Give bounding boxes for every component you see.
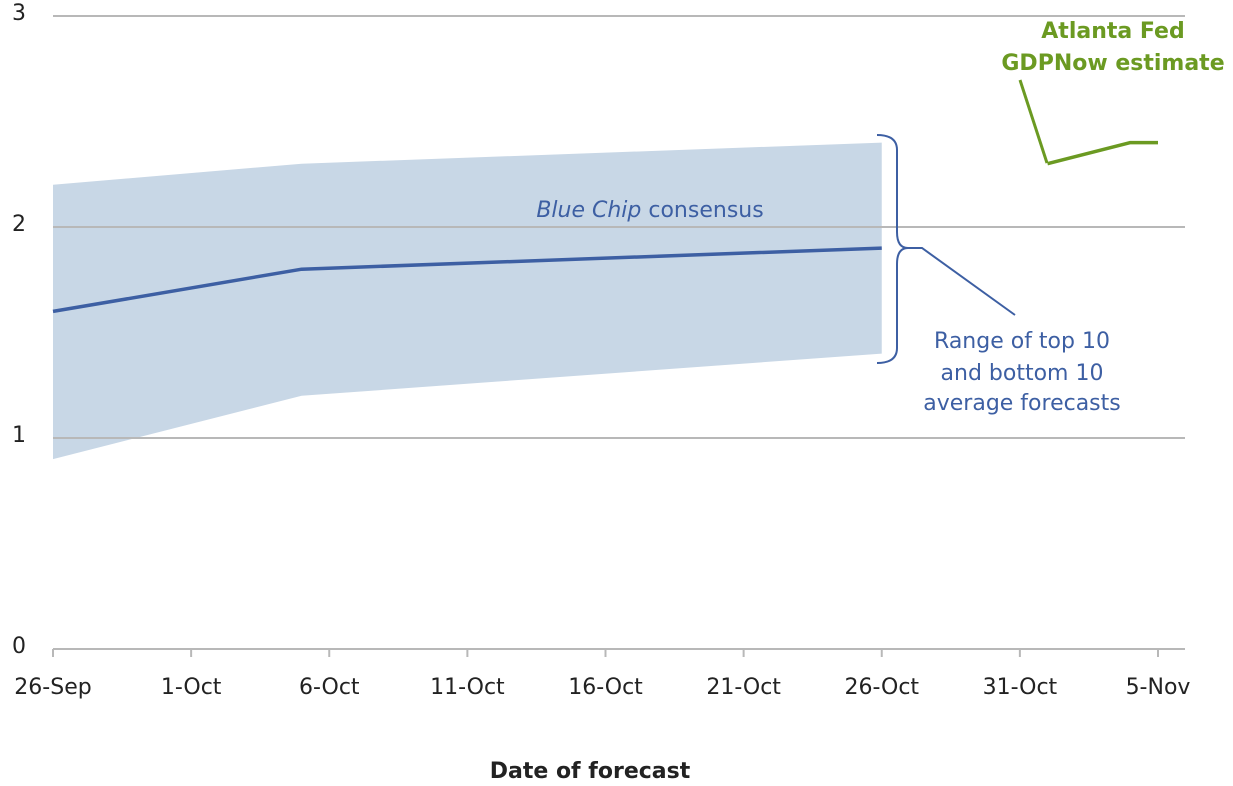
gdpnow-leader [1018,79,1049,164]
x-axis-title: Date of forecast [490,759,691,784]
y-tick-label: 3 [12,1,26,26]
x-tick-label: 6-Oct [299,675,360,700]
range-label: average forecasts [923,391,1120,416]
x-tick-label: 11-Oct [430,675,505,700]
x-tick-label: 5-Nov [1126,675,1191,700]
y-tick-label: 1 [12,423,26,448]
range-label: and bottom 10 [941,361,1104,386]
consensus-label: Blue Chip consensus [536,198,763,223]
consensus-label-text: consensus [648,198,763,223]
range-label: Range of top 10 [934,329,1110,354]
x-tick-label: 31-Oct [983,675,1058,700]
y-tick-label: 0 [12,634,26,659]
gdpnow-label: GDPNow estimate [1001,51,1224,76]
consensus-label-italic: Blue Chip [536,198,641,223]
x-tick-label: 1-Oct [161,675,222,700]
range-band [53,142,882,460]
y-tick-label: 2 [12,212,26,237]
series-line [1047,140,1158,166]
gdpnow-label: Atlanta Fed [1041,19,1184,44]
x-tick-label: 16-Oct [568,675,643,700]
x-tick-label: 21-Oct [706,675,781,700]
range-leader [905,247,1016,316]
series-line [52,246,882,314]
x-tick-label: 26-Sep [14,675,91,700]
x-tick-label: 26-Oct [844,675,919,700]
